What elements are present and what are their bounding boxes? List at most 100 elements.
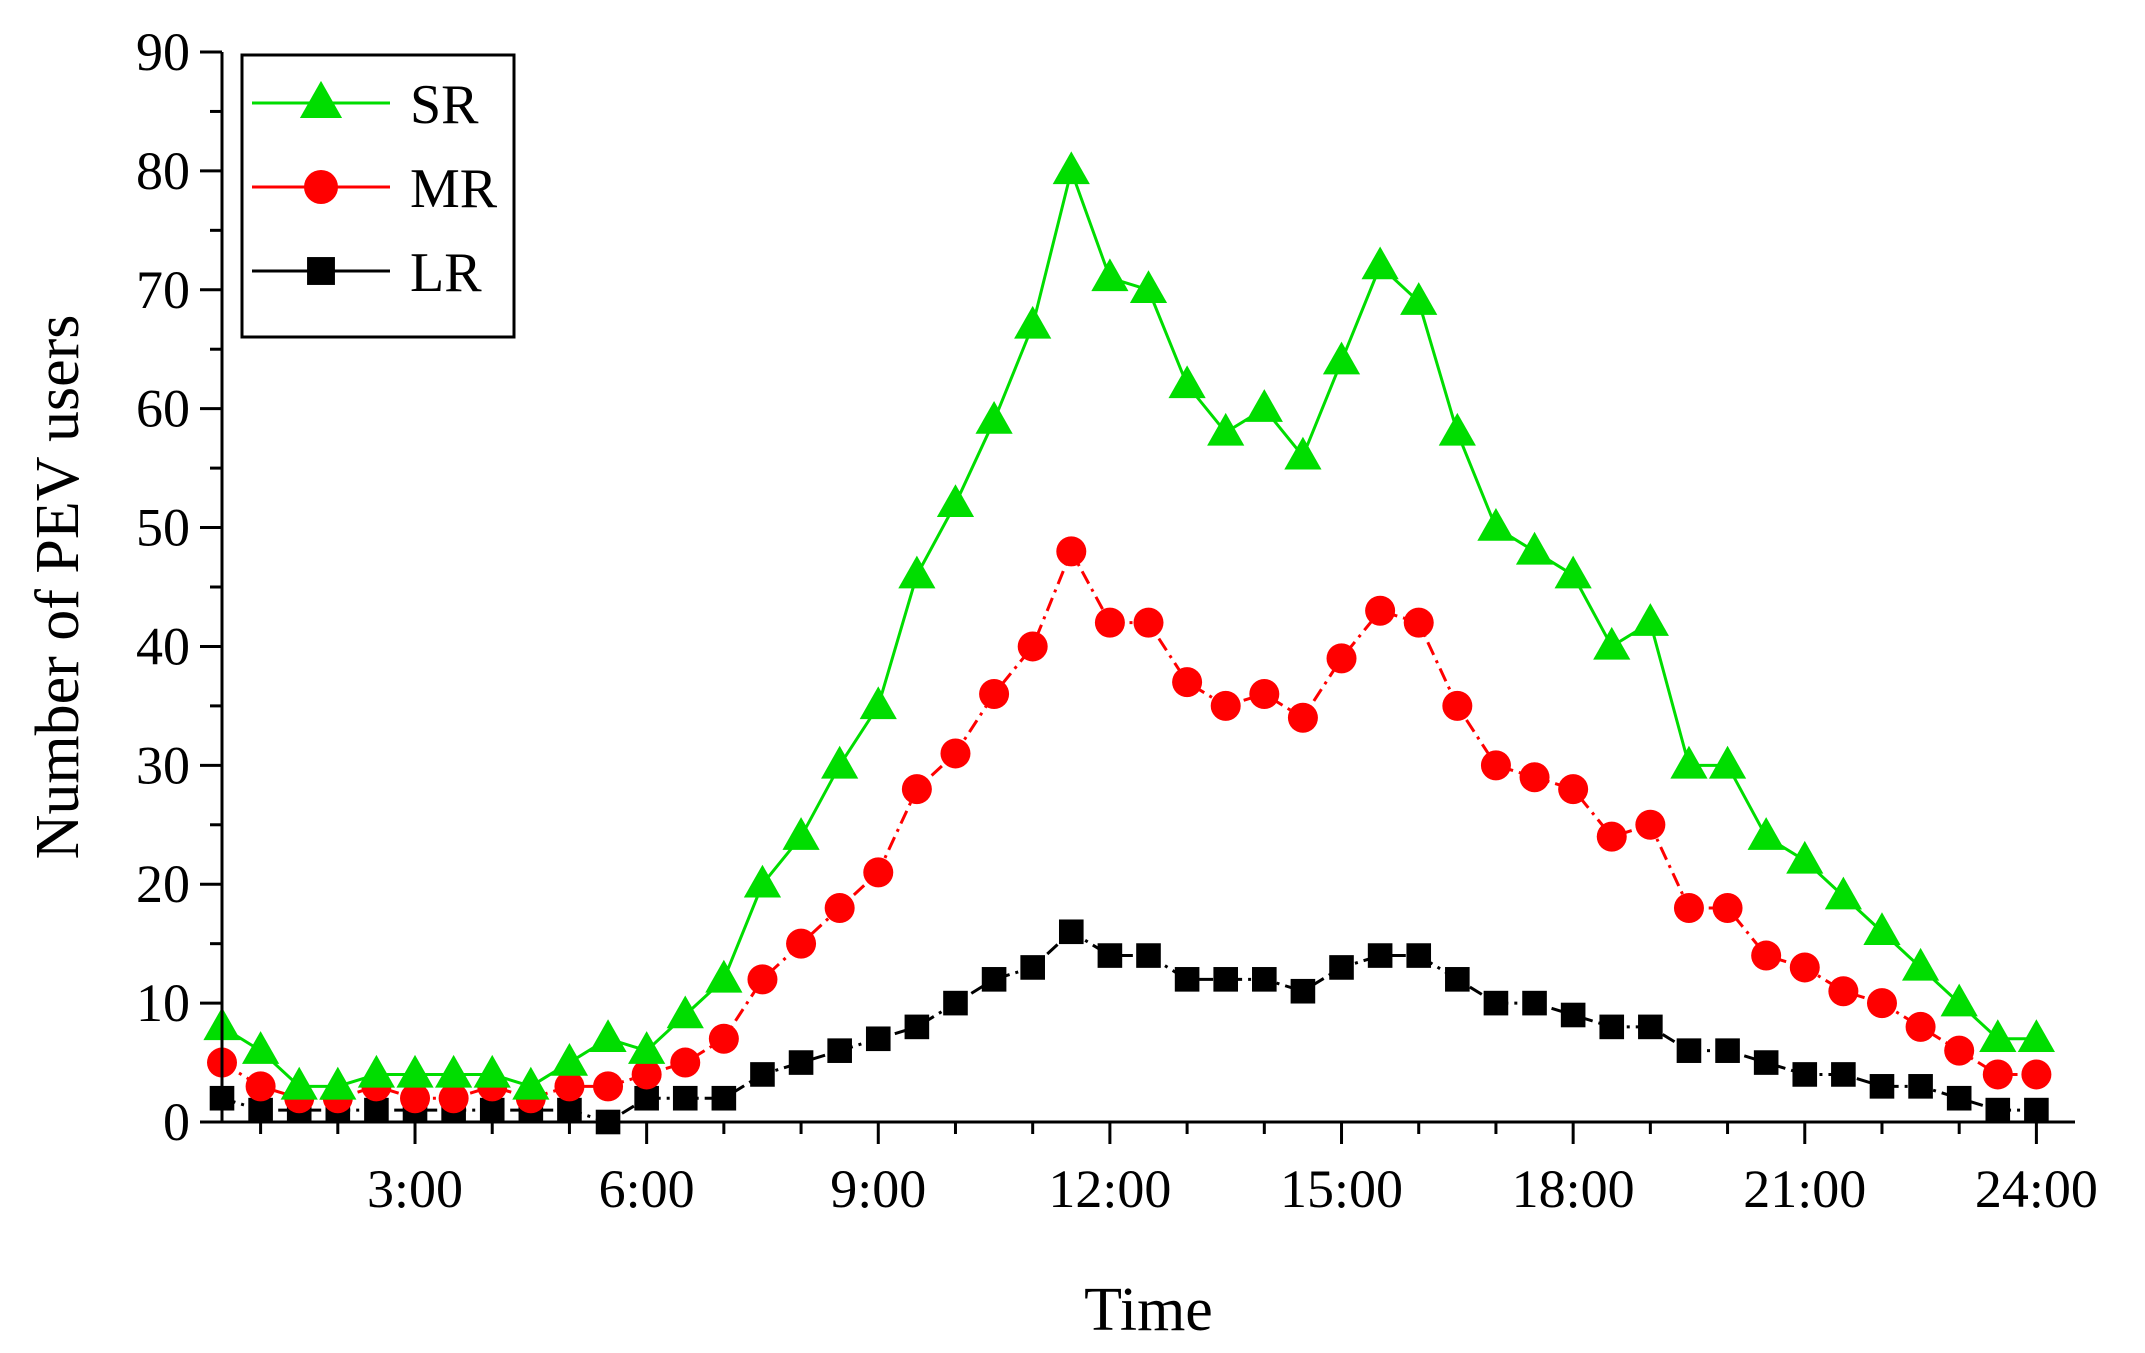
data-point-sr [319,1066,357,1100]
data-point-lr [1560,1002,1586,1028]
data-point-sr [936,484,975,518]
data-point-sr [1979,1019,2017,1053]
data-point-sr [782,817,820,850]
data-point-lr [1329,955,1354,980]
data-point-mr [593,1071,624,1102]
data-point-mr [1056,536,1087,567]
data-point-lr [1985,1097,2011,1123]
data-point-sr [1554,555,1592,589]
y-tick-label: 60 [136,379,190,439]
data-point-sr [1207,412,1245,446]
data-point-sr [743,864,782,898]
data-point-mr [1673,893,1704,923]
data-point-sr [1477,508,1515,541]
x-tick-label: 24:00 [1975,1159,2098,1219]
data-point-lr [1792,1062,1818,1087]
data-point-mr [1210,690,1241,721]
series-sr [203,151,2055,1100]
data-point-mr [2021,1059,2052,1090]
y-tick-label: 40 [136,616,190,676]
x-axis-title: Time [1084,1276,1213,1344]
legend-label: SR [410,74,479,136]
x-tick-label: 21:00 [1743,1159,1866,1219]
data-point-mr [1326,643,1357,674]
tick-labels: 0 10 20 30 40 50 60 70 80 90 3:00 6:00 9:00 12:00 15:0… [136,22,2098,1219]
data-point-sr [859,686,897,720]
data-point-sr [705,959,743,993]
data-point-sr [821,745,859,779]
data-point-sr [1670,745,1708,779]
data-point-sr [512,1066,550,1100]
data-point-mr [1287,702,1318,733]
data-point-lr [1676,1038,1702,1063]
y-tick-label: 10 [136,973,190,1033]
data-point-lr [865,1026,891,1052]
data-point-lr [1599,1014,1625,1040]
legend-label: LR [410,242,482,304]
data-point-sr [1052,151,1090,185]
data-point-sr [1322,341,1361,375]
x-tick-label: 12:00 [1048,1159,1171,1219]
data-point-sr [589,1019,627,1053]
data-point-sr [898,555,936,589]
data-point-lr [1020,955,1045,980]
data-point-lr [711,1085,737,1111]
data-point-mr [940,738,971,769]
data-point-lr [1058,919,1084,945]
data-point-mr [670,1047,701,1078]
data-point-lr [672,1085,698,1111]
data-point-lr [634,1085,659,1111]
data-point-lr [2024,1097,2049,1123]
data-point-mr [1944,1035,1975,1066]
y-tick-label: 50 [136,498,190,558]
data-point-sr [473,1054,511,1088]
x-tick-label: 18:00 [1512,1159,1635,1219]
data-point-lr [1908,1074,1933,1099]
data-point-mr [1905,1011,1936,1042]
data-point-mr [901,774,932,805]
y-tick-label: 30 [136,735,190,795]
data-point-lr [1174,967,1200,992]
data-point-lr [750,1062,775,1087]
data-point-mr [747,964,778,995]
data-point-sr [1786,840,1824,874]
data-point-lr [1522,990,1547,1016]
data-point-mr [824,893,855,923]
data-point-mr [863,857,894,888]
data-point-mr [1982,1059,2013,1090]
series-line-lr [221,929,2037,1124]
data-point-mr [1094,607,1125,638]
data-point-lr [904,1014,930,1040]
data-point-mr [1133,607,1164,638]
data-point-sr [357,1054,396,1088]
data-point-mr [438,1083,469,1114]
series-mr [207,536,2052,1114]
data-point-mr [1480,750,1511,781]
data-point-mr [1712,893,1743,923]
data-point-sr [1515,531,1554,565]
legend-marker [307,257,335,285]
data-point-mr [1442,690,1473,721]
data-point-sr [628,1031,666,1064]
legend-item-lr: LR [252,242,482,304]
data-point-lr [1483,990,1509,1016]
data-point-lr [1406,943,1432,968]
data-point-sr [1014,305,1052,339]
data-point-mr [1558,774,1589,805]
data-point-lr [1946,1085,1972,1111]
data-point-lr [1445,967,1470,992]
data-point-mr [1596,821,1627,852]
data-point-sr [1940,983,1978,1017]
data-point-sr [242,1031,280,1064]
data-point-sr [1245,389,1283,422]
x-tick-label: 3:00 [367,1159,463,1219]
data-point-sr [1129,270,1168,304]
data-point-mr [1828,976,1859,1007]
legend-marker [299,80,343,118]
axes-frame [220,52,2075,1124]
data-point-sr [1901,947,1940,981]
axes-ticks [200,50,2038,1144]
data-point-sr [435,1054,473,1088]
y-tick-label: 20 [136,854,190,914]
